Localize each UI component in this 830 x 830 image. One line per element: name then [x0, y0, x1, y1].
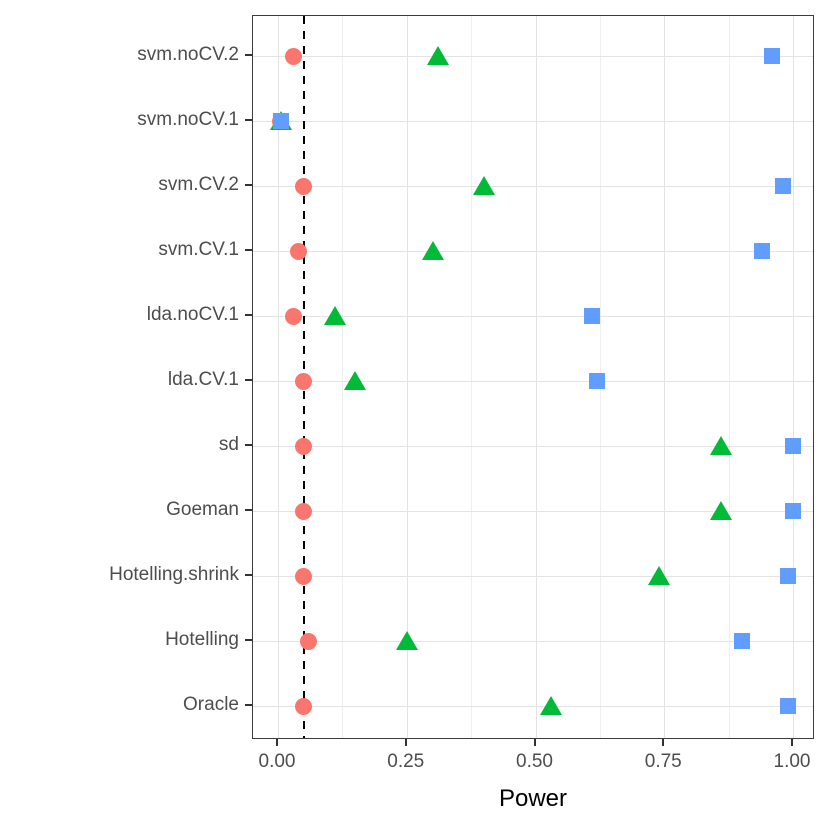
data-point-circle [300, 632, 318, 650]
data-point-triangle [709, 436, 732, 455]
data-point-triangle [344, 371, 367, 390]
y-axis-tick-label: Oracle [183, 694, 239, 715]
x-axis-tick [404, 739, 407, 746]
y-major-gridline [253, 706, 813, 707]
data-point-triangle [709, 501, 732, 520]
data-point-square [785, 438, 801, 454]
y-axis-tick-label: svm.CV.2 [158, 174, 239, 195]
plot-panel [252, 15, 814, 739]
data-point-triangle [426, 46, 449, 65]
data-point-circle [295, 177, 313, 195]
y-axis-tick-label: svm.noCV.2 [137, 44, 239, 65]
data-point-square [774, 178, 791, 194]
data-point-circle [284, 307, 302, 325]
y-axis-tick-label: Goeman [166, 499, 239, 520]
y-axis-tick [245, 184, 252, 186]
data-point-triangle [473, 176, 495, 195]
data-point-circle [295, 697, 313, 715]
data-point-square [584, 308, 601, 324]
data-point-square [589, 373, 606, 389]
y-axis-tick [245, 54, 252, 56]
y-axis-tick [245, 639, 252, 641]
x-minor-gridline [728, 16, 730, 738]
data-point-circle [295, 567, 313, 585]
y-major-gridline [253, 186, 813, 187]
y-major-gridline [253, 56, 813, 57]
data-point-circle [295, 502, 313, 520]
x-major-gridline [535, 16, 537, 738]
y-axis-tick [245, 574, 252, 576]
y-axis-tick-label: Hotelling.shrink [109, 564, 239, 585]
x-major-gridline [406, 16, 408, 738]
x-major-gridline [793, 16, 794, 738]
y-major-gridline [253, 641, 813, 642]
x-major-gridline [664, 16, 666, 738]
y-axis-tick [245, 444, 252, 446]
x-axis-tick-label: 0.50 [516, 751, 553, 772]
y-axis-tick [245, 379, 252, 381]
x-axis-tick [662, 739, 665, 746]
y-major-gridline [253, 316, 813, 317]
x-axis-tick [533, 739, 536, 746]
data-point-triangle [539, 696, 562, 715]
y-axis-tick [245, 119, 252, 121]
data-point-circle [295, 372, 313, 390]
x-axis-tick [276, 739, 278, 746]
data-point-circle [290, 242, 308, 260]
data-point-square [779, 698, 796, 714]
y-axis-tick-label: lda.CV.1 [167, 369, 239, 390]
data-point-square [764, 48, 781, 64]
x-axis-tick-label: 1.00 [773, 751, 811, 772]
y-axis-tick-label: svm.CV.1 [158, 239, 239, 260]
y-axis-tick-label: lda.noCV.1 [146, 304, 239, 325]
y-axis-tick-label: Hotelling [165, 629, 239, 650]
y-axis-tick [245, 314, 252, 316]
y-major-gridline [253, 121, 813, 122]
x-axis-tick [791, 739, 793, 746]
x-axis-tick-label: 0.75 [644, 751, 682, 772]
data-point-circle [295, 437, 313, 455]
x-axis-tick-label: 0.00 [258, 751, 296, 772]
data-point-square [785, 503, 801, 519]
y-major-gridline [253, 446, 813, 447]
y-axis-tick-label: sd [218, 434, 239, 455]
data-point-square [779, 568, 796, 584]
y-axis-tick [245, 249, 252, 251]
y-major-gridline [253, 576, 813, 577]
x-minor-gridline [471, 16, 473, 738]
data-point-square [272, 113, 289, 129]
x-axis-title: Power [498, 785, 568, 812]
data-point-triangle [323, 306, 346, 325]
y-major-gridline [253, 511, 813, 512]
x-minor-gridline [342, 16, 344, 738]
data-point-circle [284, 47, 302, 65]
y-axis-tick-label: svm.noCV.1 [137, 109, 239, 130]
x-major-gridline [278, 16, 279, 738]
data-point-triangle [421, 241, 444, 260]
y-major-gridline [253, 251, 813, 252]
x-axis-tick-label: 0.25 [387, 751, 425, 772]
data-point-square [754, 243, 771, 259]
y-axis-tick [245, 704, 252, 706]
y-major-gridline [253, 381, 813, 382]
data-point-triangle [395, 631, 418, 650]
y-axis-tick [245, 509, 252, 511]
data-point-square [733, 633, 750, 649]
data-point-triangle [648, 566, 671, 585]
